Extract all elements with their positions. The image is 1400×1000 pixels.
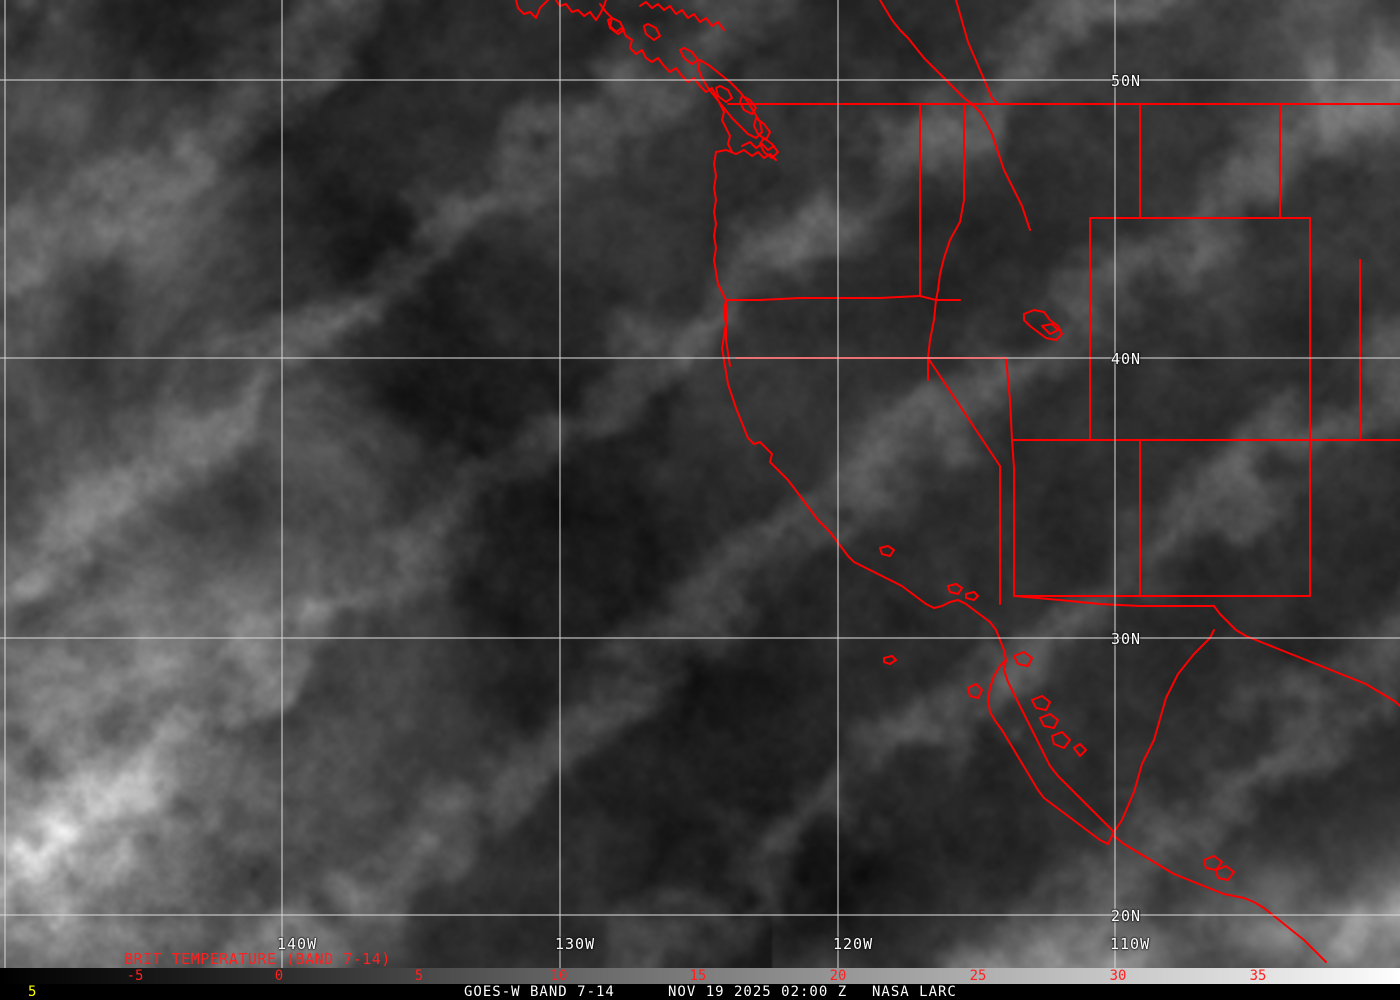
grat-label-lat-50n: 50N (1111, 72, 1142, 90)
footer-satellite-band: GOES-W BAND 7-14 (464, 984, 615, 1000)
colorbar-tick-0: 0 (274, 968, 284, 984)
colorbar-tick-35: 35 (1249, 968, 1267, 984)
colorbar-tick-20: 20 (829, 968, 847, 984)
satellite-imagery-panel (0, 0, 1400, 968)
colorbar-tick-minus5: -5 (126, 968, 144, 984)
colorbar-gradient (0, 968, 1400, 984)
grat-label-lon-130w: 130W (555, 935, 596, 953)
infrared-imagery-canvas (0, 0, 1400, 968)
grat-label-lon-120w: 120W (833, 935, 874, 953)
footer-bar: 5 GOES-W BAND 7-14 NOV 19 2025 02:00 Z N… (0, 984, 1400, 1000)
footer-source: NASA LARC (872, 984, 957, 1000)
grat-label-lat-20n: 20N (1111, 907, 1142, 925)
footer-datetime: NOV 19 2025 02:00 Z (668, 984, 848, 1000)
grat-label-lat-40n: 40N (1111, 350, 1142, 368)
colorbar-tick-25: 25 (969, 968, 987, 984)
colorbar-tick-5: 5 (414, 968, 424, 984)
footer-left-value: 5 (28, 984, 38, 1000)
product-caption: BRIT TEMPERATURE (BAND 7-14) (124, 950, 391, 968)
grat-label-lat-30n: 30N (1111, 630, 1142, 648)
colorbar-tick-10: 10 (550, 968, 568, 984)
grat-label-lon-110w: 110W (1110, 935, 1151, 953)
colorbar-tick-15: 15 (689, 968, 707, 984)
grat-label-lon-140w: 140W (277, 935, 318, 953)
colorbar-tick-30: 30 (1109, 968, 1127, 984)
colorbar: -5 0 5 10 15 20 25 30 35 (0, 968, 1400, 984)
